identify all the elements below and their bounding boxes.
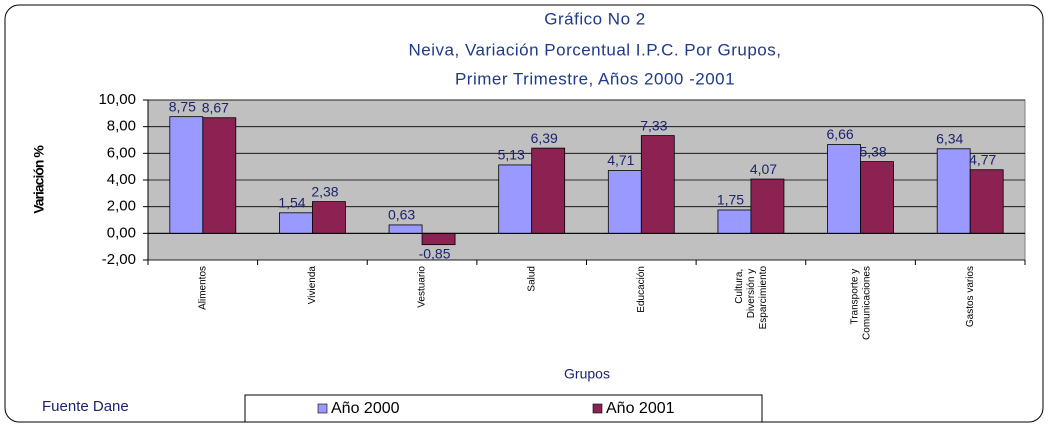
- bar: [498, 164, 533, 234]
- chart-subtitle: Primer Trimestre, Años 2000 -2001: [455, 69, 735, 88]
- bar: [388, 224, 423, 234]
- y-tick-label: 0,00: [107, 224, 136, 241]
- data-label: 5,38: [859, 143, 886, 159]
- data-label: 1,54: [278, 195, 305, 211]
- x-tick-label: Cultura, Diversión y Esparcimiento: [734, 266, 769, 330]
- bar: [860, 161, 894, 234]
- legend-label: Año 2001: [606, 400, 675, 417]
- x-tick-label: Salud: [526, 266, 537, 292]
- chart-subtitle: Neiva, Variación Porcentual I.P.C. Por G…: [409, 40, 782, 59]
- data-label: 6,34: [936, 131, 963, 147]
- y-tick-label: 6,00: [107, 144, 136, 161]
- data-label: 7,33: [640, 117, 667, 133]
- x-tick-label: Alimentos: [197, 266, 208, 310]
- bar: [202, 117, 237, 234]
- bar: [169, 116, 204, 234]
- legend-box: [244, 394, 763, 423]
- data-label: 4,71: [607, 152, 634, 168]
- legend-swatch: [317, 403, 328, 414]
- data-label: 5,13: [498, 147, 525, 163]
- data-label: 4,77: [969, 151, 996, 167]
- data-label: 1,75: [717, 192, 744, 208]
- x-tick-label: Gastos varios: [965, 266, 976, 327]
- bar: [936, 148, 971, 234]
- bar: [969, 169, 1004, 234]
- y-axis-label: Variación %: [31, 145, 47, 214]
- data-label: 8,75: [169, 98, 196, 114]
- y-tick-label: -2,00: [102, 251, 136, 268]
- bar: [717, 209, 752, 234]
- x-tick-label: Vestuario: [417, 266, 428, 308]
- x-tick-label: Transporte y Comunicaciones: [849, 266, 872, 340]
- chart-title: Gráfico No 2: [544, 9, 645, 28]
- bar: [312, 201, 346, 234]
- x-axis-label: Grupos: [564, 366, 610, 382]
- bar: [827, 144, 861, 234]
- bar: [421, 232, 456, 246]
- x-tick-label: Educación: [636, 266, 647, 313]
- data-label: 2,38: [311, 183, 338, 199]
- y-tick-label: 4,00: [107, 171, 136, 188]
- legend-label: Año 2000: [331, 400, 400, 417]
- y-tick-label: 2,00: [107, 198, 136, 215]
- bar: [607, 170, 642, 234]
- bar: [640, 135, 675, 234]
- data-label: -0,85: [419, 245, 451, 261]
- x-tick-label: Vivienda: [307, 266, 318, 305]
- y-tick-label: 8,00: [107, 118, 136, 135]
- data-label: 4,07: [750, 161, 777, 177]
- bar: [750, 178, 785, 234]
- bar: [279, 212, 313, 234]
- data-label: 8,67: [202, 99, 229, 115]
- bar: [531, 147, 566, 234]
- y-tick-label: 10,00: [98, 91, 136, 108]
- data-label: 6,39: [531, 130, 558, 146]
- data-label: 6,66: [826, 126, 853, 142]
- source-note: Fuente Dane: [42, 398, 129, 415]
- legend-swatch: [592, 403, 603, 414]
- data-label: 0,63: [388, 207, 415, 223]
